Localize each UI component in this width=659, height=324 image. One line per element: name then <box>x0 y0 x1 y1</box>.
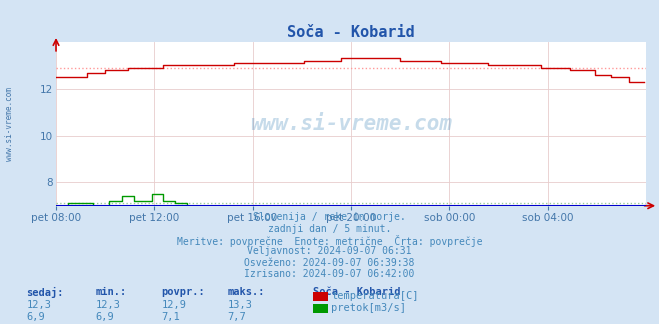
Text: 12,3: 12,3 <box>96 300 121 310</box>
Text: Soča - Kobarid: Soča - Kobarid <box>313 287 401 297</box>
Text: 13,3: 13,3 <box>227 300 252 310</box>
Text: 7,1: 7,1 <box>161 312 180 322</box>
Text: povpr.:: povpr.: <box>161 287 205 297</box>
Text: maks.:: maks.: <box>227 287 265 297</box>
Text: min.:: min.: <box>96 287 127 297</box>
Text: 7,7: 7,7 <box>227 312 246 322</box>
Text: temperatura[C]: temperatura[C] <box>331 292 419 301</box>
Text: Slovenija / reke in morje.: Slovenija / reke in morje. <box>253 212 406 222</box>
Text: www.si-vreme.com: www.si-vreme.com <box>5 87 14 161</box>
Title: Soča - Kobarid: Soča - Kobarid <box>287 25 415 40</box>
Text: 6,9: 6,9 <box>96 312 114 322</box>
Text: Osveženo: 2024-09-07 06:39:38: Osveženo: 2024-09-07 06:39:38 <box>244 258 415 268</box>
Text: zadnji dan / 5 minut.: zadnji dan / 5 minut. <box>268 224 391 234</box>
Text: pretok[m3/s]: pretok[m3/s] <box>331 304 407 313</box>
Text: 6,9: 6,9 <box>26 312 45 322</box>
Text: Izrisano: 2024-09-07 06:42:00: Izrisano: 2024-09-07 06:42:00 <box>244 269 415 279</box>
Text: Meritve: povprečne  Enote: metrične  Črta: povprečje: Meritve: povprečne Enote: metrične Črta:… <box>177 235 482 247</box>
Text: sedaj:: sedaj: <box>26 287 64 298</box>
Text: www.si-vreme.com: www.si-vreme.com <box>250 114 452 134</box>
Text: 12,3: 12,3 <box>26 300 51 310</box>
Text: 12,9: 12,9 <box>161 300 186 310</box>
Text: Veljavnost: 2024-09-07 06:31: Veljavnost: 2024-09-07 06:31 <box>247 246 412 256</box>
